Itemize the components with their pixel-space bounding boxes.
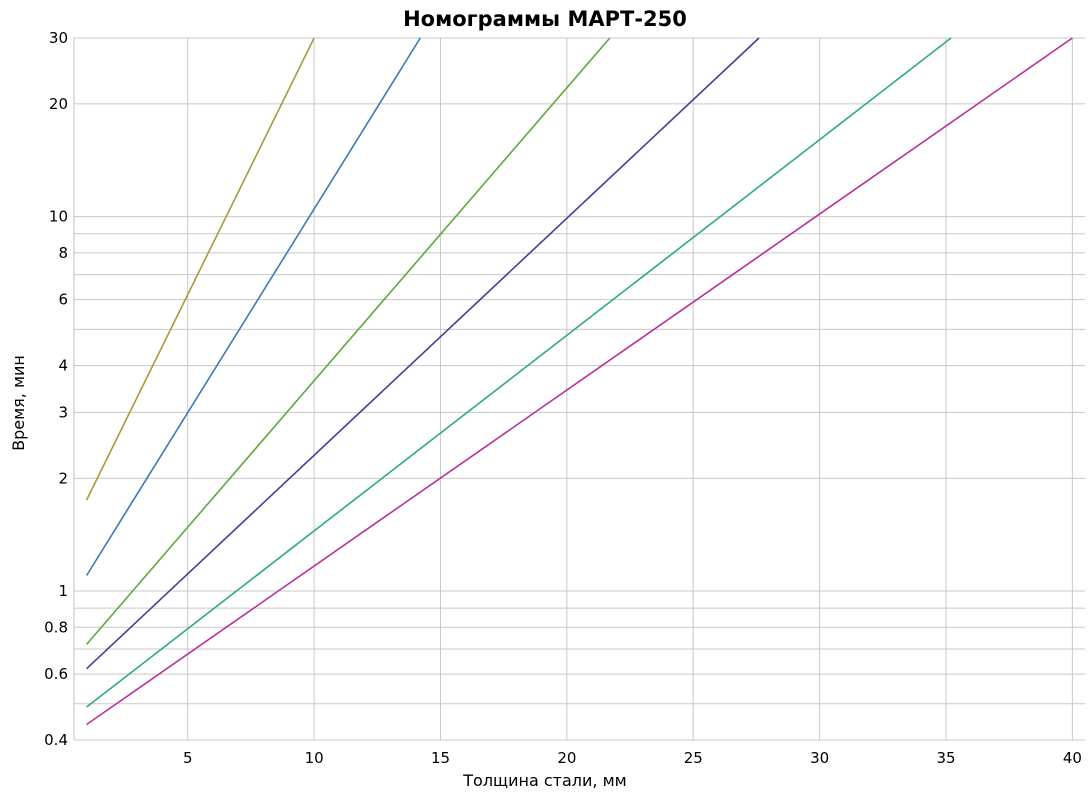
y-tick-label: 20 xyxy=(49,95,68,113)
y-tick-label: 0.6 xyxy=(44,665,68,683)
x-tick-label: 35 xyxy=(936,749,955,767)
series-line-2 xyxy=(85,37,421,576)
y-tick-label: 4 xyxy=(58,357,68,375)
series-line-5 xyxy=(86,37,952,708)
y-tick-label: 2 xyxy=(58,469,68,487)
series-line-4 xyxy=(86,37,760,670)
y-tick-label: 6 xyxy=(58,291,68,309)
y-tick-label: 8 xyxy=(58,244,68,262)
x-axis-title: Толщина стали, мм xyxy=(462,771,626,790)
x-tick-label: 25 xyxy=(684,749,703,767)
x-tick-label: 40 xyxy=(1063,749,1082,767)
y-tick-label: 30 xyxy=(49,29,68,47)
y-tick-label: 3 xyxy=(58,403,68,421)
x-tick-label: 5 xyxy=(183,749,193,767)
series-line-1 xyxy=(85,37,315,501)
y-tick-label: 0.8 xyxy=(44,618,68,636)
series-layer xyxy=(85,37,1073,726)
x-tick-label: 30 xyxy=(810,749,829,767)
y-axis-title: Время, мин xyxy=(9,355,28,451)
series-line-3 xyxy=(85,37,611,645)
series-line-6 xyxy=(86,37,1073,726)
x-tick-label: 20 xyxy=(557,749,576,767)
chart-title: Номограммы МАРТ-250 xyxy=(403,7,687,31)
y-tick-label: 0.4 xyxy=(44,731,68,749)
x-tick-label: 15 xyxy=(431,749,450,767)
x-tick-label: 10 xyxy=(305,749,324,767)
tick-labels: 0.4 0.6 0.8 1 2 3 4 6 8 10 20 30 5 10 15 20 25 30 35 40 xyxy=(44,29,1082,767)
grid xyxy=(73,37,1085,741)
y-tick-label: 10 xyxy=(49,208,68,226)
y-tick-label: 1 xyxy=(58,582,68,600)
